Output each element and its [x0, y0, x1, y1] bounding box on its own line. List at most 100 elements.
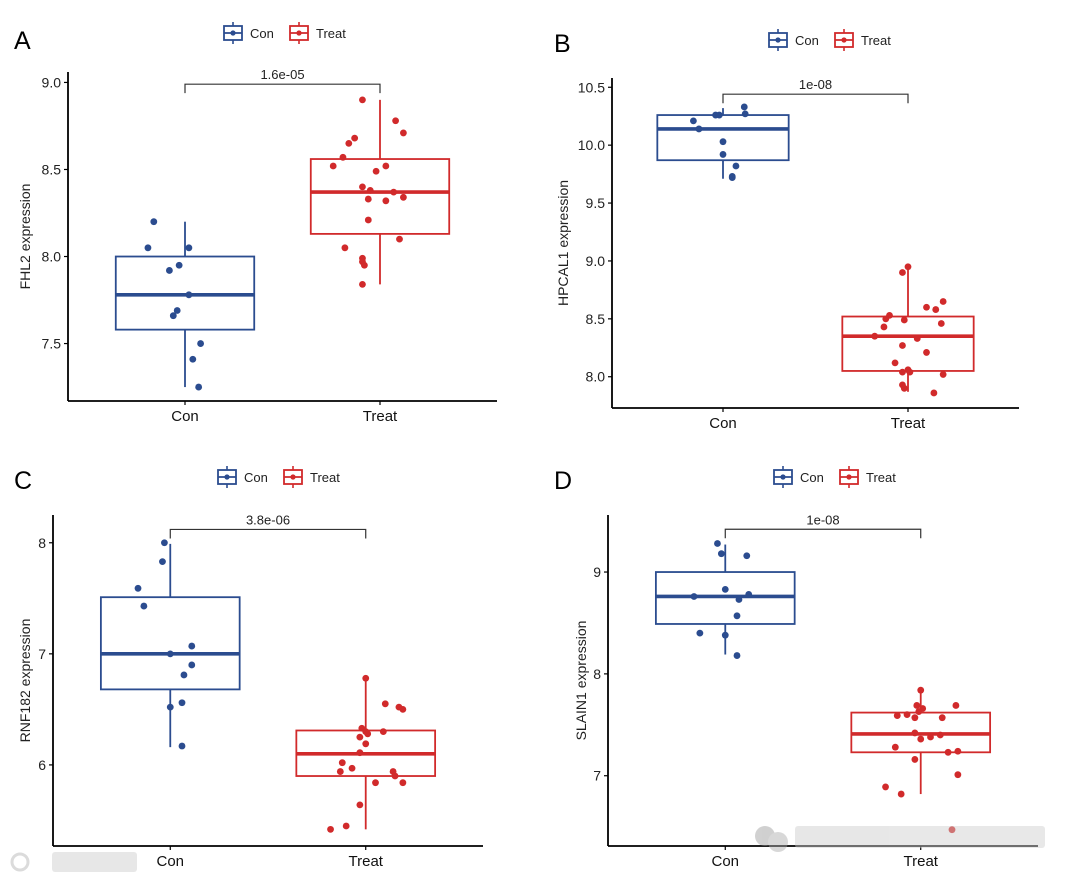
data-point-con	[740, 103, 748, 111]
y-tick-label: 8.5	[42, 161, 62, 177]
y-tick-label: 8.0	[42, 249, 62, 265]
wechat-icon-bubble	[768, 832, 788, 852]
watermark-text-shape	[795, 826, 1045, 848]
legend-label-treat: Treat	[316, 26, 346, 41]
x-tick-label: Treat	[891, 415, 926, 432]
data-point-treat	[917, 686, 925, 694]
significance-bracket	[722, 93, 909, 104]
data-point-treat	[390, 188, 398, 196]
data-point-treat	[372, 167, 380, 175]
y-tick-label: 7.5	[42, 336, 62, 352]
legend-point	[780, 474, 786, 480]
data-point-treat	[913, 335, 921, 342]
data-point-treat	[391, 772, 399, 780]
data-point-con	[690, 117, 697, 125]
box-treat	[309, 99, 451, 285]
data-point-con	[180, 671, 188, 679]
data-point-treat	[382, 162, 390, 170]
data-point-con	[721, 631, 729, 639]
data-point-treat	[930, 389, 938, 397]
data-point-treat	[911, 756, 919, 763]
data-point-con	[173, 307, 181, 314]
data-point-con	[745, 591, 753, 598]
watermark-logo	[10, 852, 30, 872]
legend-point	[224, 474, 230, 480]
data-point-treat	[906, 368, 914, 376]
data-point-treat	[913, 702, 921, 709]
panel-d: D Con Treat 7 8 9 Con Treat SLAIN1 expression 1e-…	[554, 466, 1038, 870]
data-point-treat	[364, 730, 372, 738]
data-point-con	[741, 110, 749, 118]
y-tick-label: 8	[593, 666, 601, 682]
legend: Con Treat	[768, 29, 891, 51]
legend-key-con	[217, 466, 237, 488]
data-point-treat	[399, 705, 407, 713]
box-treat	[841, 265, 975, 392]
data-point-treat	[954, 771, 962, 779]
box-con	[654, 544, 796, 655]
data-point-con	[690, 593, 698, 600]
data-point-treat	[361, 261, 368, 269]
data-point-con	[166, 703, 174, 711]
legend-point	[290, 474, 296, 480]
p-value-label: 3.8e-06	[246, 512, 290, 527]
data-point-treat	[336, 768, 344, 775]
data-point-treat	[364, 216, 372, 224]
p-value-label: 1.6e-05	[260, 67, 304, 82]
watermark-bottom-right	[755, 826, 1045, 852]
legend-key-con	[773, 466, 793, 488]
legend-label-treat: Treat	[310, 470, 340, 485]
legend: Con Treat	[223, 22, 346, 44]
data-point-treat	[939, 298, 947, 305]
data-point-treat	[342, 822, 350, 830]
legend-label-con: Con	[800, 470, 824, 485]
legend-key-treat	[289, 22, 309, 44]
data-point-treat	[899, 269, 906, 276]
data-point-con	[743, 552, 751, 560]
y-tick-label: 8.0	[586, 369, 606, 385]
data-point-con	[696, 629, 704, 637]
panel-label: D	[554, 467, 572, 495]
data-point-con	[175, 261, 183, 269]
data-point-con	[715, 111, 723, 119]
data-point-con	[714, 540, 721, 547]
legend-label-treat: Treat	[866, 470, 896, 485]
data-point-treat	[927, 733, 934, 741]
data-point-treat	[938, 714, 946, 722]
box-con	[99, 543, 241, 748]
data-point-treat	[923, 303, 930, 311]
box-con	[114, 221, 256, 388]
data-point-treat	[911, 714, 919, 722]
legend-point	[775, 37, 781, 43]
panel-label: A	[14, 27, 31, 55]
data-point-con	[719, 151, 727, 158]
data-point-treat	[944, 748, 952, 756]
data-point-con	[178, 742, 186, 750]
y-tick-label: 9.5	[586, 195, 606, 211]
data-point-treat	[351, 134, 359, 142]
data-point-treat	[396, 235, 403, 243]
legend: Con Treat	[773, 466, 896, 488]
p-value-label: 1e-08	[806, 512, 839, 527]
legend-key-con	[768, 29, 788, 51]
data-point-treat	[939, 371, 947, 378]
data-point-con	[728, 174, 736, 181]
x-tick-label: Treat	[349, 853, 384, 870]
data-point-con	[185, 291, 193, 299]
data-point-treat	[937, 320, 945, 327]
legend-label-con: Con	[250, 26, 274, 41]
data-point-treat	[362, 674, 370, 682]
y-axis-title: RNF182 expression	[17, 619, 33, 743]
data-point-con	[166, 650, 174, 658]
data-point-con	[195, 383, 203, 391]
data-point-con	[161, 539, 168, 547]
data-point-treat	[345, 139, 353, 147]
data-point-treat	[899, 368, 906, 376]
data-point-treat	[954, 747, 962, 755]
data-point-treat	[900, 316, 908, 324]
panel-label: B	[554, 30, 571, 58]
data-point-treat	[392, 117, 399, 125]
data-point-treat	[366, 186, 374, 194]
panel-label: C	[14, 467, 32, 495]
data-point-treat	[899, 342, 906, 349]
